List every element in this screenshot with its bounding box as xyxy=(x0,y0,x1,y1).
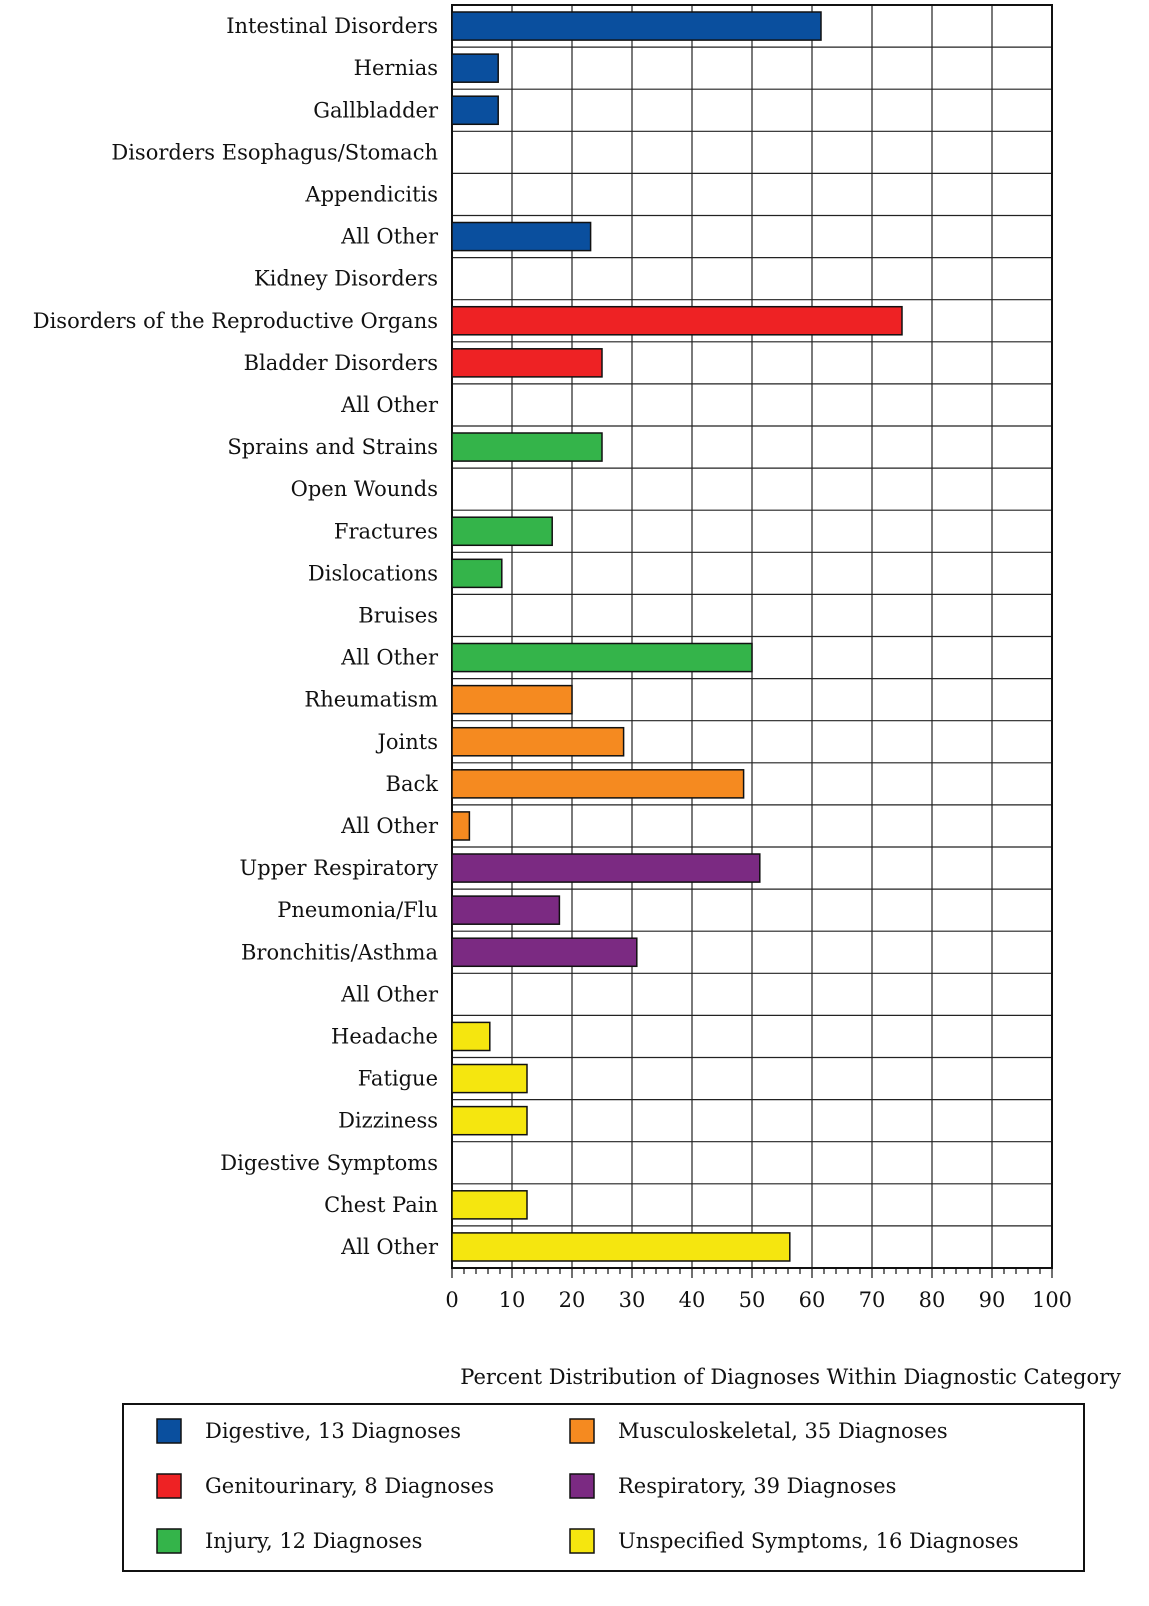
x-tick-label: 0 xyxy=(445,1288,458,1312)
bar xyxy=(451,348,603,378)
category-label: All Other xyxy=(340,1235,439,1259)
bar xyxy=(451,684,573,715)
bar xyxy=(451,1063,528,1094)
category-label: Appendicitis xyxy=(304,182,438,206)
category-label: All Other xyxy=(340,646,439,670)
bars-layer xyxy=(451,11,903,1262)
bar xyxy=(451,853,761,883)
bar xyxy=(451,11,822,41)
x-axis: 0 10 20 30 40 50 60 70 80 90 100 xyxy=(445,1268,1072,1312)
category-labels: Intestinal Disorders Hernias Gallbladder Di… xyxy=(33,14,439,1259)
category-label: Headache xyxy=(331,1024,438,1048)
legend-swatch xyxy=(156,1418,182,1444)
bar xyxy=(451,937,638,968)
legend-entry-label: Digestive, 13 Diagnoses xyxy=(205,1419,461,1443)
legend-swatch xyxy=(569,1418,595,1444)
legend-swatch xyxy=(156,1473,182,1499)
legend-entry-label: Injury, 12 Diagnoses xyxy=(205,1529,422,1553)
category-label: Dizziness xyxy=(338,1109,438,1133)
category-label: Dislocations xyxy=(308,561,438,585)
category-label: Open Wounds xyxy=(291,477,438,501)
x-tick-label: 40 xyxy=(679,1288,706,1312)
bar xyxy=(451,95,499,126)
bar xyxy=(451,516,553,547)
category-label: Pneumonia/Flu xyxy=(277,898,438,922)
x-axis-title: Percent Distribution of Diagnoses Within… xyxy=(460,1365,1121,1389)
bar xyxy=(451,1021,491,1052)
category-label: All Other xyxy=(340,982,439,1006)
category-label: All Other xyxy=(340,393,439,417)
x-tick-label: 10 xyxy=(499,1288,526,1312)
bar xyxy=(451,726,625,757)
category-label: Fractures xyxy=(334,519,438,543)
category-label: Gallbladder xyxy=(313,98,439,122)
legend-box xyxy=(122,1403,1085,1572)
bar xyxy=(451,1232,791,1262)
category-label: Joints xyxy=(375,730,438,754)
category-label: Rheumatism xyxy=(304,688,438,712)
legend-swatch xyxy=(569,1473,595,1499)
bar xyxy=(451,895,561,925)
bar xyxy=(451,769,745,799)
legend-entry-label: Genitourinary, 8 Diagnoses xyxy=(205,1474,494,1498)
bar xyxy=(451,642,753,673)
bar xyxy=(451,53,499,83)
legend: Digestive, 13 Diagnoses Genitourinary, 8 … xyxy=(122,1403,1085,1572)
category-label: Sprains and Strains xyxy=(227,435,438,459)
category-label: Digestive Symptoms xyxy=(220,1151,438,1175)
bar xyxy=(451,558,503,589)
category-label: All Other xyxy=(340,225,439,249)
category-label: Bladder Disorders xyxy=(244,351,438,375)
x-tick-label: 100 xyxy=(1032,1288,1072,1312)
category-label: Kidney Disorders xyxy=(254,267,438,291)
bar xyxy=(451,1105,528,1136)
bar xyxy=(451,221,592,252)
bar xyxy=(451,1190,528,1220)
category-label: Back xyxy=(386,772,439,796)
category-label: Bruises xyxy=(358,603,438,627)
category-label: Upper Respiratory xyxy=(240,856,439,880)
legend-entry-label: Musculoskeletal, 35 Diagnoses xyxy=(618,1419,948,1443)
x-tick-label: 60 xyxy=(799,1288,826,1312)
legend-entry-label: Respiratory, 39 Diagnoses xyxy=(618,1474,896,1498)
x-tick-label: 90 xyxy=(979,1288,1006,1312)
category-label: Intestinal Disorders xyxy=(226,14,438,38)
category-label: Disorders Esophagus/Stomach xyxy=(111,140,438,164)
bar xyxy=(451,811,471,841)
x-tick-label: 30 xyxy=(619,1288,646,1312)
legend-swatch xyxy=(569,1528,595,1554)
category-label: All Other xyxy=(340,814,439,838)
bar xyxy=(451,305,903,336)
category-label: Disorders of the Reproductive Organs xyxy=(33,309,438,333)
grid-layer xyxy=(451,4,1053,1269)
category-label: Hernias xyxy=(354,56,438,80)
legend-swatch xyxy=(156,1528,182,1554)
category-label: Chest Pain xyxy=(324,1193,438,1217)
x-tick-label: 70 xyxy=(859,1288,886,1312)
category-label: Fatigue xyxy=(358,1067,438,1091)
x-tick-label: 80 xyxy=(919,1288,946,1312)
category-label: Bronchitis/Asthma xyxy=(241,940,438,964)
legend-entry-label: Unspecified Symptoms, 16 Diagnoses xyxy=(618,1529,1019,1553)
x-tick-label: 50 xyxy=(739,1288,766,1312)
x-tick-label: 20 xyxy=(559,1288,586,1312)
bar xyxy=(451,432,603,462)
